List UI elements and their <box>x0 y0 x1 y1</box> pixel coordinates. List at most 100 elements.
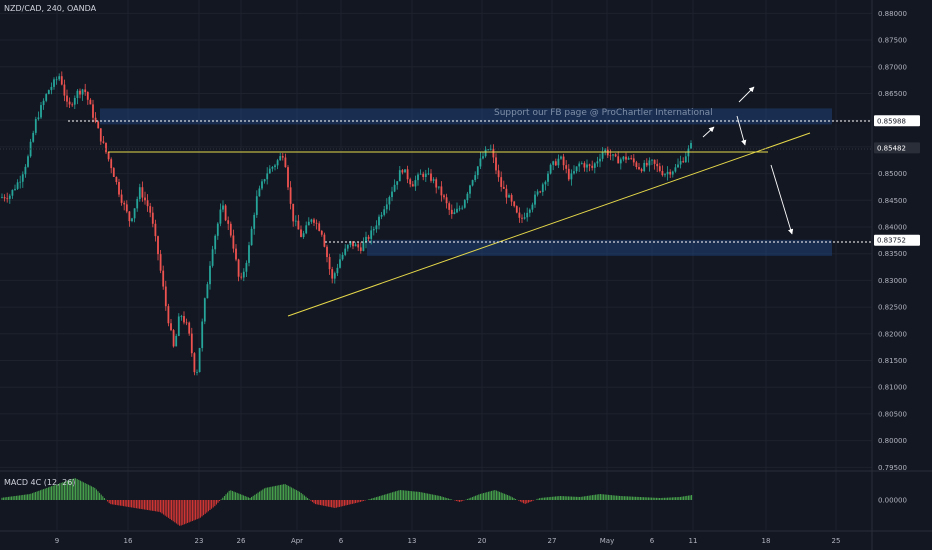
candle-body <box>167 306 170 324</box>
price-tick-label: 0.83500 <box>878 250 907 258</box>
indicator-title[interactable]: MACD 4C (12, 26) <box>4 478 76 487</box>
time-tick-label: 25 <box>832 537 841 545</box>
candle-body <box>658 166 661 171</box>
candle-body <box>518 212 521 218</box>
candle-body <box>333 273 336 279</box>
candle-body <box>281 156 284 158</box>
candle-body <box>71 104 74 106</box>
candle-body <box>336 267 339 274</box>
candle-body <box>53 79 55 87</box>
candle-body <box>419 173 422 175</box>
price-tick-label: 0.82500 <box>878 304 907 312</box>
candle-body <box>310 219 313 222</box>
candle-body <box>417 174 419 181</box>
time-tick-label: 26 <box>237 537 246 545</box>
price-tick-label: 0.82000 <box>878 330 907 338</box>
candle-body <box>307 221 310 226</box>
price-tag-box <box>874 115 920 127</box>
candle-body <box>242 271 245 278</box>
candle-body <box>79 90 81 95</box>
candle-body <box>68 101 71 105</box>
candle-body <box>323 234 326 247</box>
candle-body <box>232 235 235 249</box>
candle-body <box>209 265 211 285</box>
candle-body <box>245 262 248 272</box>
candle-body <box>60 76 63 85</box>
candle-body <box>448 203 451 210</box>
candle-body <box>47 90 50 95</box>
candle-body <box>99 128 102 142</box>
candle-body <box>630 158 633 159</box>
symbol-title[interactable]: NZD/CAD, 240, OANDA <box>4 4 97 13</box>
candle-body <box>219 209 222 224</box>
price-tick-label: 0.84500 <box>878 197 907 205</box>
candle-body <box>513 201 516 207</box>
candle-body <box>76 90 79 98</box>
time-tick-label: 20 <box>478 537 487 545</box>
candle-body <box>573 171 575 174</box>
candle-body <box>292 203 295 222</box>
candle-body <box>401 170 404 173</box>
candle-body <box>619 159 622 164</box>
time-tick-label: 9 <box>55 537 59 545</box>
candle-body <box>679 161 682 165</box>
candle-body <box>63 84 66 96</box>
candle-body <box>575 166 578 172</box>
candle-body <box>627 158 630 160</box>
candle-body <box>409 179 412 185</box>
candle-body <box>331 269 334 279</box>
candle-body <box>380 214 383 217</box>
candle-body <box>276 160 279 166</box>
candle-body <box>359 247 362 251</box>
candle-body <box>664 174 666 176</box>
candle-body <box>263 179 266 182</box>
annotation-text: Support our FB page @ ProChartler Intern… <box>494 108 713 118</box>
candle-body <box>224 205 227 221</box>
candle-body <box>346 244 349 249</box>
candle-body <box>609 155 612 157</box>
candle-body <box>159 254 162 271</box>
candle-body <box>531 204 534 210</box>
price-tick-label: 0.87000 <box>878 63 907 71</box>
candle-body <box>648 160 651 166</box>
time-tick-label: 13 <box>408 537 417 545</box>
candle-body <box>16 182 19 189</box>
candle-body <box>536 191 539 195</box>
time-axis[interactable]: 9 16 23 26 Apr 6 13 20 27 May 6 11 18 25 <box>55 537 841 545</box>
candle-body <box>227 220 230 224</box>
candle-body <box>453 212 456 215</box>
candle-body <box>40 105 42 118</box>
candle-body <box>690 143 692 149</box>
candle-body <box>674 167 677 172</box>
candle-body <box>515 206 518 213</box>
candle-body <box>510 195 513 202</box>
price-tick-label: 0.81000 <box>878 384 907 392</box>
candle-body <box>37 117 40 120</box>
drawings <box>0 86 872 317</box>
candle-body <box>562 156 565 166</box>
candle-body <box>549 164 552 174</box>
candle-body <box>32 132 35 142</box>
candle-body <box>612 154 614 156</box>
candle-body <box>86 92 89 100</box>
ascending-trend-line <box>287 132 811 317</box>
candle-body <box>640 169 643 172</box>
candle-body <box>484 149 487 157</box>
candle-body <box>388 197 391 205</box>
candle-body <box>8 195 11 199</box>
price-tick-label: 0.79500 <box>878 464 907 472</box>
candle-body <box>50 86 53 91</box>
time-tick-label: 11 <box>689 537 698 545</box>
candle-body <box>294 220 297 222</box>
candle-body <box>495 157 497 171</box>
candle-body <box>375 225 378 230</box>
candle-body <box>357 244 360 248</box>
candle-body <box>430 173 432 181</box>
candle-body <box>222 205 224 210</box>
price-tag-label: 0.85988 <box>877 117 906 125</box>
candle-body <box>193 353 196 373</box>
candle-body <box>385 204 388 210</box>
